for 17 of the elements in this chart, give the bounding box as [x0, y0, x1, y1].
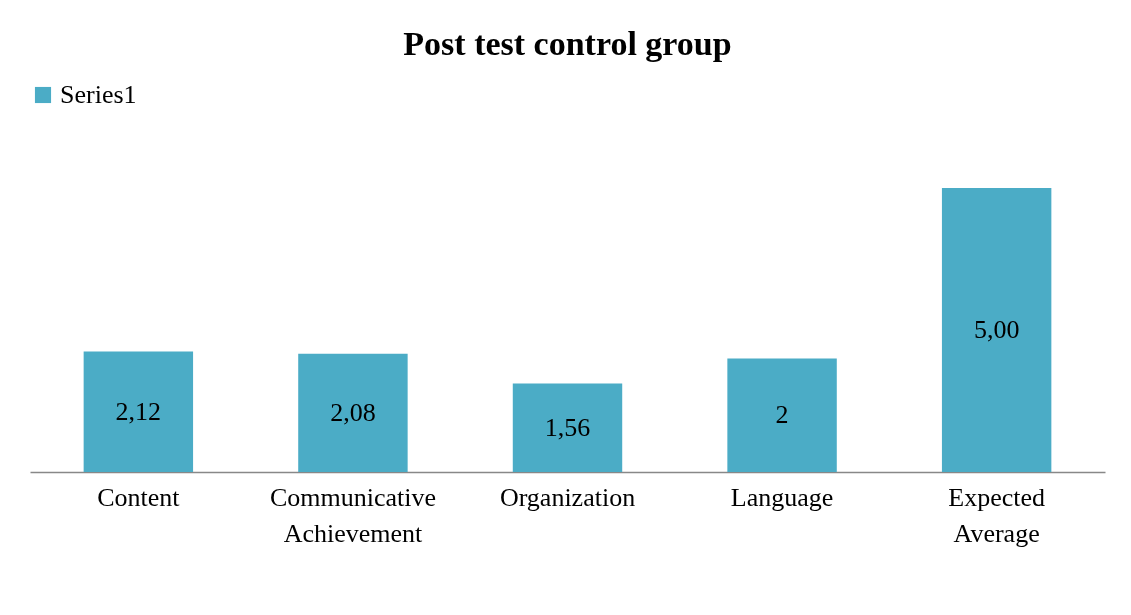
data-label: 2	[775, 400, 789, 430]
data-label: 5,00	[973, 315, 1020, 344]
x-tick-label: Organization	[499, 482, 636, 512]
bar	[83, 351, 194, 472]
bar	[727, 358, 837, 472]
bar	[298, 353, 408, 472]
x-tick-label: Content	[97, 482, 181, 512]
x-tick-label: Communicative Achievement	[269, 482, 436, 548]
data-label: 2,12	[115, 396, 162, 426]
bar	[512, 383, 623, 472]
x-tick-label: Language	[730, 482, 834, 512]
legend-label: Series1	[60, 80, 137, 109]
chart-title: Post test control group	[403, 25, 732, 62]
data-label: 1,56	[544, 412, 591, 442]
bar	[941, 188, 1052, 472]
x-tick-label: Expected Average	[948, 482, 1046, 548]
data-label: 2,08	[330, 397, 376, 427]
